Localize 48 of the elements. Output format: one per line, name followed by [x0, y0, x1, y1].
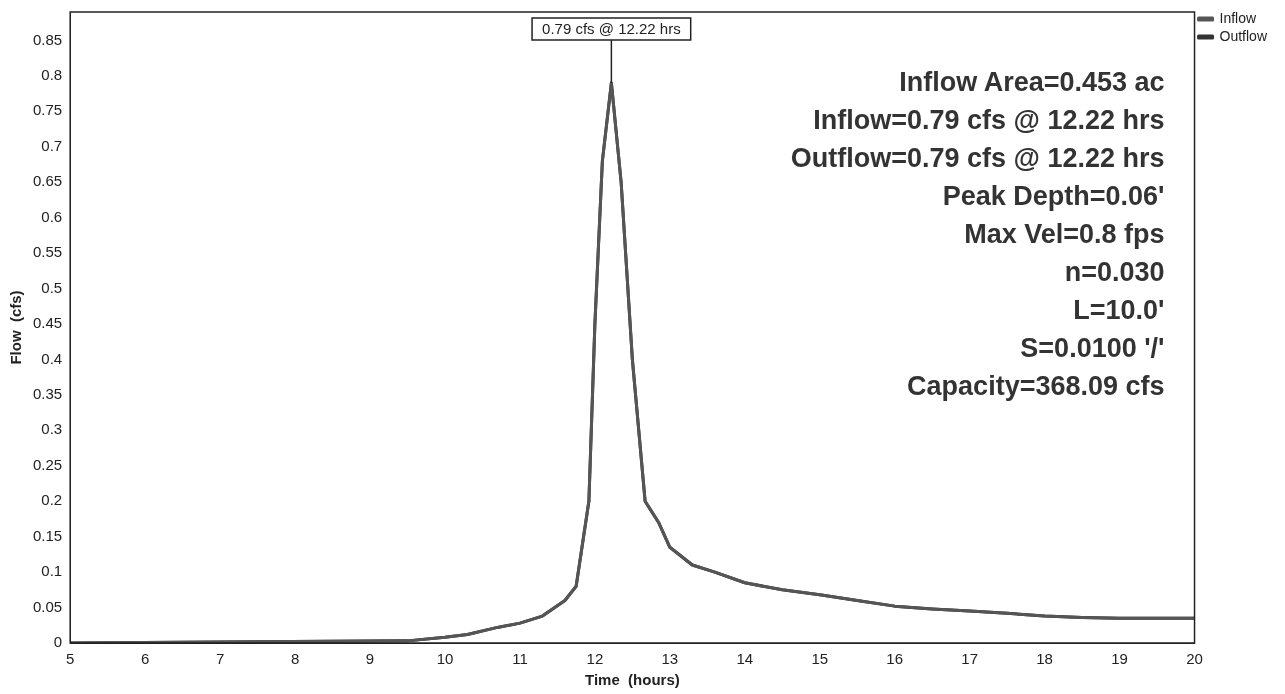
x-tick-label: 18: [1036, 650, 1053, 668]
y-tick-label: 0.7: [41, 136, 63, 154]
annotation: S=0.0100 '/': [1020, 333, 1165, 364]
annotation: Outflow=0.79 cfs @ 12.22 hrs: [790, 143, 1165, 174]
x-tick-label: 12: [586, 650, 604, 668]
annotation: Peak Depth=0.06': [942, 181, 1165, 212]
x-tick-label: 17: [961, 650, 979, 668]
y-tick-label: 0.4: [41, 349, 63, 367]
annotation: Capacity=368.09 cfs: [907, 371, 1165, 402]
y-tick-label: 0.3: [41, 420, 63, 438]
annotation: Inflow Area=0.453 ac: [899, 67, 1165, 98]
y-tick-label: 0.5: [41, 278, 63, 296]
annotation: n=0.030: [1064, 257, 1165, 288]
x-tick-label: 14: [736, 650, 754, 668]
annotation: Inflow=0.79 cfs @ 12.22 hrs: [813, 105, 1165, 136]
x-axis-title: Time (hours): [585, 671, 680, 689]
annotation: Max Vel=0.8 fps: [964, 219, 1165, 250]
y-tick-label: 0.35: [32, 384, 63, 402]
y-tick-label: 0.45: [32, 314, 63, 332]
x-tick-label: 6: [140, 650, 150, 668]
x-tick-label: 13: [661, 650, 679, 668]
y-tick-label: 0.2: [41, 491, 63, 509]
x-tick-label: 20: [1186, 650, 1203, 668]
y-tick-label: 0.75: [32, 101, 63, 119]
y-tick-label: 0.15: [32, 526, 63, 544]
annotation: L=10.0': [1073, 295, 1165, 326]
y-tick-label: 0.05: [32, 597, 63, 615]
x-tick-label: 19: [1111, 650, 1128, 668]
legend-label: Outflow: [1219, 27, 1268, 44]
x-tick-label: 16: [886, 650, 904, 668]
y-tick-label: 0.85: [32, 30, 63, 48]
x-tick-label: 11: [512, 650, 528, 668]
y-tick-label: 0.25: [32, 455, 63, 473]
y-tick-label: 0.55: [32, 243, 63, 261]
y-tick-label: 0.6: [41, 207, 63, 225]
y-tick-label: 0.8: [41, 65, 63, 83]
annotation: 0.79 cfs @ 12.22 hrs: [542, 20, 681, 38]
x-tick-label: 15: [811, 650, 829, 668]
legend-label: Inflow: [1219, 9, 1257, 26]
x-tick-label: 5: [66, 650, 75, 668]
x-tick-label: 7: [215, 650, 225, 668]
y-tick-label: 0.65: [32, 172, 63, 190]
y-tick-label: 0.1: [41, 562, 63, 580]
x-tick-label: 8: [290, 650, 300, 668]
x-tick-label: 10: [436, 650, 454, 668]
x-tick-label: 9: [365, 650, 375, 668]
y-axis-title: Flow (cfs): [7, 290, 25, 365]
y-tick-label: 0: [53, 633, 63, 651]
